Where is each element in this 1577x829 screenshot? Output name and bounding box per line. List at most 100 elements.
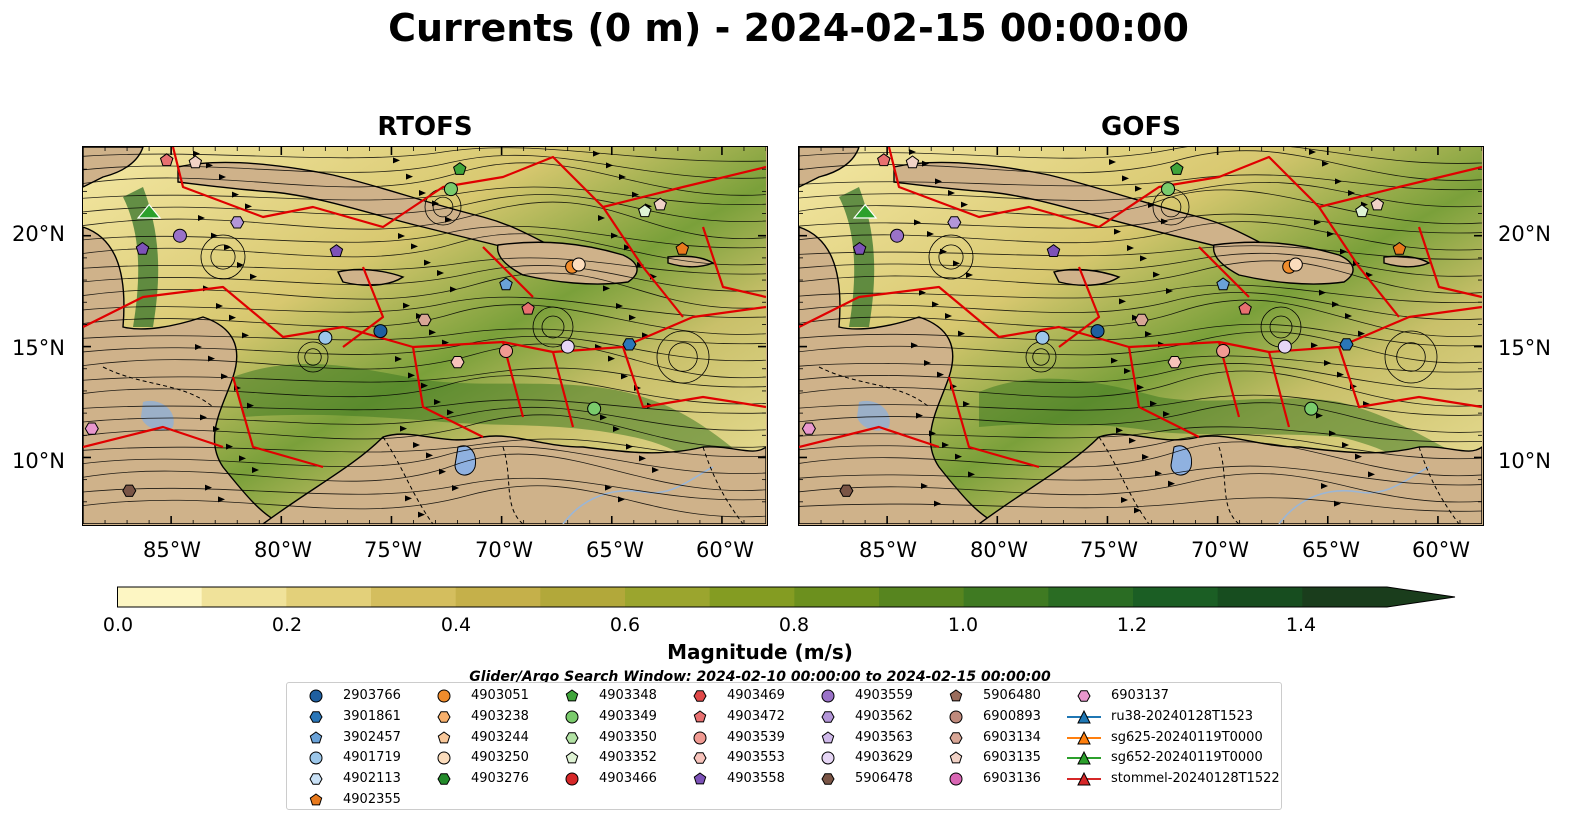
colorbar-bin bbox=[117, 587, 203, 607]
float-marker-4903472[interactable] bbox=[159, 153, 174, 167]
eez-boundaries bbox=[799, 147, 1482, 469]
legend-item-label: 4903276 bbox=[471, 771, 529, 787]
country-borders bbox=[818, 366, 1460, 524]
float-marker-2903766[interactable] bbox=[373, 324, 388, 339]
float-marker-4903558[interactable] bbox=[852, 241, 867, 255]
legend-title: Glider/Argo Search Window: 2024-02-10 00… bbox=[469, 669, 1051, 685]
float-marker-4902355[interactable] bbox=[675, 241, 690, 255]
colorbar-tick-label: 0.8 bbox=[778, 614, 810, 636]
glider-marker-sg652 bbox=[852, 203, 878, 219]
yucatan-current bbox=[839, 187, 875, 327]
colorbar-bin bbox=[1217, 587, 1303, 607]
float-marker-4903352[interactable] bbox=[638, 204, 652, 218]
float-marker-3902457[interactable] bbox=[499, 277, 513, 291]
float-marker-4903553[interactable] bbox=[1167, 356, 1182, 369]
legend-item-label: 4902113 bbox=[343, 771, 401, 787]
float-marker-4903539[interactable] bbox=[1216, 344, 1231, 359]
puerto-rico-landmass bbox=[1383, 255, 1431, 268]
colorbar-bin bbox=[794, 587, 880, 607]
float-marker-6903135[interactable] bbox=[905, 155, 920, 169]
float-marker-6903135[interactable] bbox=[188, 155, 203, 169]
lat-tick-label: 15°N bbox=[12, 336, 65, 360]
float-marker-icon bbox=[437, 711, 451, 723]
float-marker-4903559[interactable] bbox=[172, 228, 187, 243]
float-marker-4903562[interactable] bbox=[947, 216, 962, 229]
float-marker-4903349[interactable] bbox=[587, 401, 602, 416]
float-marker-6903135[interactable] bbox=[1370, 197, 1385, 211]
rtofs-map[interactable] bbox=[82, 146, 768, 526]
float-marker-icon bbox=[565, 710, 579, 724]
float-marker-4903629[interactable] bbox=[560, 339, 575, 354]
float-marker-4903472[interactable] bbox=[521, 301, 535, 315]
colorbar-bin bbox=[1133, 587, 1219, 607]
legend: 2903766 3901861 3902457 4901719 4902113 49023… bbox=[286, 682, 1282, 810]
float-marker-icon bbox=[949, 751, 963, 764]
float-marker-4903348[interactable] bbox=[1170, 162, 1184, 175]
map-canvas bbox=[83, 147, 766, 524]
river bbox=[562, 466, 714, 524]
colorbar-label: Magnitude (m/s) bbox=[667, 640, 853, 664]
float-marker-4901719[interactable] bbox=[1035, 330, 1050, 345]
float-marker-4903539[interactable] bbox=[499, 344, 514, 359]
float-marker-4902355[interactable] bbox=[1392, 241, 1407, 255]
legend-item-label: 4903250 bbox=[471, 750, 529, 766]
river bbox=[1278, 466, 1430, 524]
legend-item-label: 4903563 bbox=[855, 729, 913, 745]
float-marker-icon bbox=[693, 710, 707, 723]
float-marker-4903558[interactable] bbox=[1046, 244, 1061, 257]
legend-item-label: 4903349 bbox=[599, 708, 657, 724]
strong-current-band bbox=[979, 378, 1482, 507]
lake-maracaibo bbox=[454, 445, 477, 476]
float-marker-6903137[interactable] bbox=[801, 422, 816, 435]
float-marker-5906478[interactable] bbox=[839, 484, 854, 497]
lon-tick-label: 70°W bbox=[1191, 538, 1249, 562]
float-marker-5906478[interactable] bbox=[122, 484, 137, 497]
float-marker-6903137[interactable] bbox=[84, 422, 99, 435]
float-marker-3902457[interactable] bbox=[1216, 277, 1230, 291]
legend-item-label: 6903137 bbox=[1111, 688, 1169, 703]
float-marker-4903558[interactable] bbox=[329, 244, 344, 257]
legend-item-label: 6903136 bbox=[983, 771, 1041, 787]
legend-item-label: sg652-20240119T0000 bbox=[1111, 750, 1263, 766]
panel-title-gofs: GOFS bbox=[1101, 112, 1181, 142]
float-marker-4903472[interactable] bbox=[1238, 301, 1252, 315]
float-marker-2903766[interactable] bbox=[1090, 324, 1105, 339]
legend-item-label: 4903559 bbox=[855, 688, 913, 703]
float-marker-4903629[interactable] bbox=[1277, 339, 1292, 354]
float-marker-4903348[interactable] bbox=[453, 162, 467, 175]
float-marker-6903134[interactable] bbox=[417, 313, 432, 327]
float-marker-4903349[interactable] bbox=[443, 182, 458, 197]
legend-item-label: 3902457 bbox=[343, 729, 401, 745]
colorbar-bin bbox=[201, 587, 287, 607]
float-marker-4903559[interactable] bbox=[890, 228, 905, 243]
legend-item-label: 4903629 bbox=[855, 750, 913, 766]
float-marker-4903553[interactable] bbox=[450, 356, 465, 369]
float-marker-4903558[interactable] bbox=[135, 241, 150, 255]
colorbar-bin bbox=[625, 587, 711, 607]
legend-item-label: ru38-20240128T1523 bbox=[1111, 708, 1254, 724]
float-marker-4903349[interactable] bbox=[1304, 401, 1319, 416]
legend-item-label: 4903244 bbox=[471, 729, 529, 745]
float-marker-4903250[interactable] bbox=[1288, 257, 1303, 272]
colorbar-bin bbox=[1048, 587, 1134, 607]
float-marker-4903352[interactable] bbox=[1355, 204, 1369, 218]
lake-maracaibo bbox=[1170, 445, 1193, 476]
float-marker-3901861[interactable] bbox=[1339, 338, 1354, 351]
figure-title: Currents (0 m) - 2024-02-15 00:00:00 bbox=[388, 6, 1189, 50]
float-marker-4903349[interactable] bbox=[1161, 182, 1176, 197]
float-marker-4903250[interactable] bbox=[571, 257, 586, 272]
legend-item-label: stommel-20240128T1522 bbox=[1111, 771, 1280, 787]
float-marker-icon bbox=[309, 751, 323, 765]
float-marker-4903562[interactable] bbox=[230, 216, 245, 229]
float-marker-6903134[interactable] bbox=[1134, 313, 1149, 327]
float-marker-3901861[interactable] bbox=[622, 338, 637, 351]
lat-tick-label: 10°N bbox=[1498, 449, 1551, 473]
float-marker-6903135[interactable] bbox=[653, 197, 667, 211]
float-marker-icon bbox=[565, 751, 579, 764]
float-marker-4903472[interactable] bbox=[877, 153, 891, 167]
gofs-map[interactable] bbox=[798, 146, 1484, 526]
float-marker-4901719[interactable] bbox=[318, 330, 333, 345]
colorbar-bin bbox=[286, 587, 372, 607]
float-marker-icon bbox=[949, 731, 963, 744]
float-marker-icon bbox=[437, 730, 451, 743]
